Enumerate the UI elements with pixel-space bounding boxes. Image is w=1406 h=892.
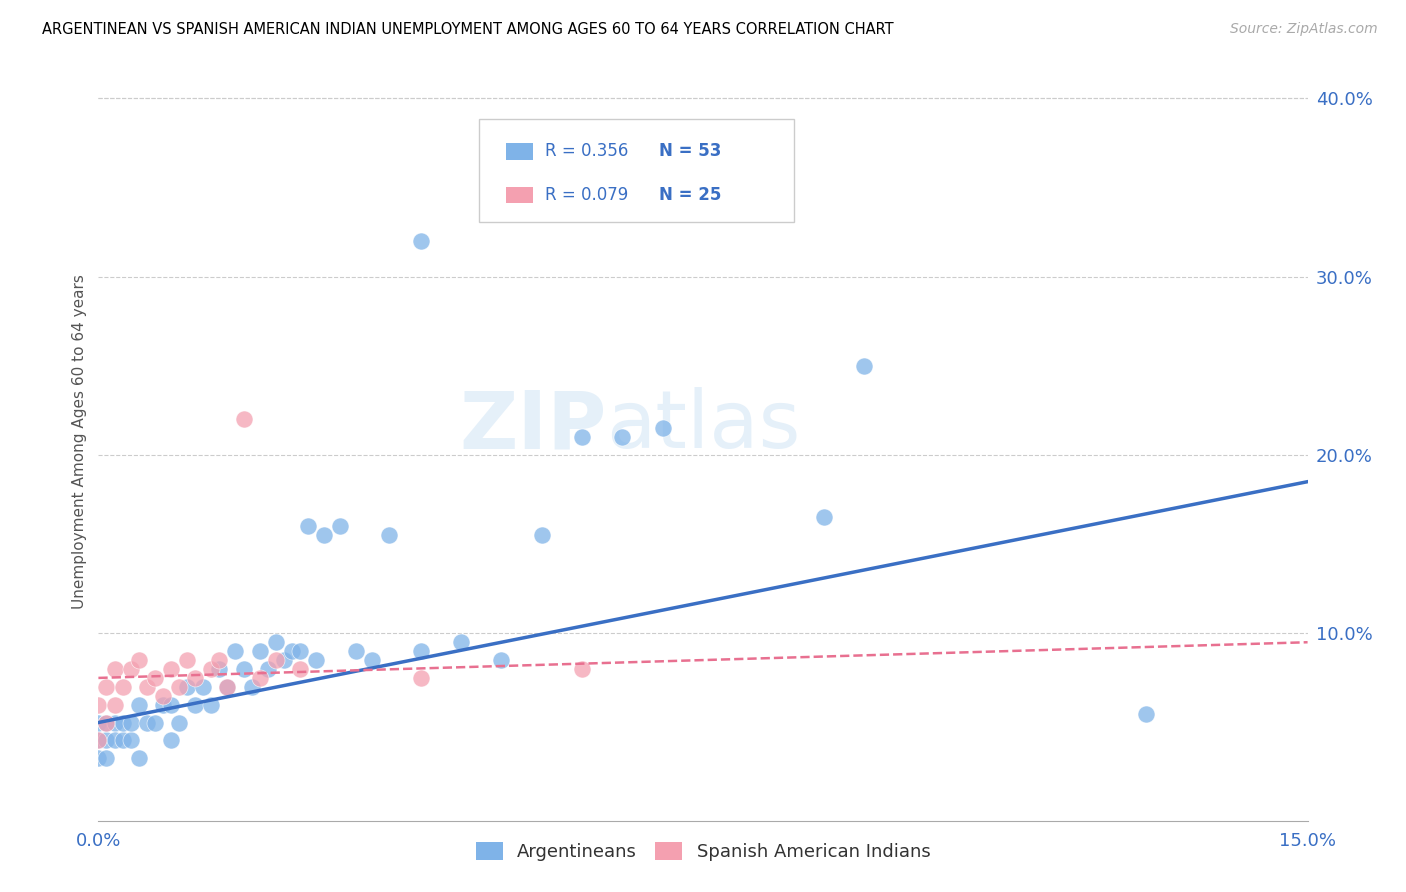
Point — [224, 644, 246, 658]
Point — [160, 733, 183, 747]
Point — [377, 528, 399, 542]
Text: Source: ZipAtlas.com: Source: ZipAtlas.com — [1230, 22, 1378, 37]
Point — [128, 751, 150, 765]
Text: R = 0.356: R = 0.356 — [544, 143, 628, 161]
Point — [409, 234, 432, 248]
Point — [96, 733, 118, 747]
Point — [184, 671, 207, 685]
Point — [217, 680, 239, 694]
Point — [135, 715, 157, 730]
Point — [217, 680, 239, 694]
Point — [256, 662, 278, 676]
Point — [135, 680, 157, 694]
Point — [491, 653, 513, 667]
Point — [111, 680, 134, 694]
Point — [96, 680, 118, 694]
Point — [103, 662, 125, 676]
Point — [813, 510, 835, 524]
Point — [120, 715, 142, 730]
Point — [87, 698, 110, 712]
Text: ARGENTINEAN VS SPANISH AMERICAN INDIAN UNEMPLOYMENT AMONG AGES 60 TO 64 YEARS CO: ARGENTINEAN VS SPANISH AMERICAN INDIAN U… — [42, 22, 894, 37]
Point — [240, 680, 263, 694]
Point — [1135, 706, 1157, 721]
Point — [297, 519, 319, 533]
Point — [853, 359, 876, 373]
Point — [152, 689, 174, 703]
Point — [160, 662, 183, 676]
Text: atlas: atlas — [606, 387, 800, 466]
Point — [450, 635, 472, 649]
Point — [128, 653, 150, 667]
FancyBboxPatch shape — [479, 120, 793, 221]
Point — [143, 671, 166, 685]
Point — [651, 421, 673, 435]
Point — [167, 680, 190, 694]
FancyBboxPatch shape — [506, 186, 533, 203]
Point — [571, 430, 593, 444]
Point — [87, 733, 110, 747]
Point — [96, 751, 118, 765]
Point — [103, 715, 125, 730]
Point — [232, 662, 254, 676]
Point — [160, 698, 183, 712]
Point — [409, 671, 432, 685]
Point — [143, 715, 166, 730]
Point — [208, 653, 231, 667]
Point — [96, 715, 118, 730]
Point — [232, 412, 254, 426]
Point — [264, 653, 287, 667]
Point — [87, 733, 110, 747]
Point — [120, 733, 142, 747]
Text: N = 25: N = 25 — [659, 186, 721, 204]
Point — [208, 662, 231, 676]
Point — [176, 680, 198, 694]
Point — [264, 635, 287, 649]
Point — [288, 662, 311, 676]
Point — [152, 698, 174, 712]
Point — [200, 698, 222, 712]
Point — [288, 644, 311, 658]
Point — [344, 644, 367, 658]
Point — [571, 662, 593, 676]
Point — [87, 715, 110, 730]
Point — [184, 698, 207, 712]
Point — [329, 519, 352, 533]
Point — [200, 662, 222, 676]
FancyBboxPatch shape — [506, 143, 533, 160]
Point — [87, 751, 110, 765]
Point — [249, 644, 271, 658]
Text: ZIP: ZIP — [458, 387, 606, 466]
Point — [409, 644, 432, 658]
Text: R = 0.079: R = 0.079 — [544, 186, 628, 204]
Point — [612, 430, 634, 444]
Point — [103, 733, 125, 747]
Point — [361, 653, 384, 667]
Point — [193, 680, 215, 694]
Point — [305, 653, 328, 667]
Point — [111, 715, 134, 730]
Legend: Argentineans, Spanish American Indians: Argentineans, Spanish American Indians — [468, 835, 938, 869]
Point — [281, 644, 304, 658]
Point — [167, 715, 190, 730]
Point — [176, 653, 198, 667]
Point — [103, 698, 125, 712]
Point — [120, 662, 142, 676]
Point — [96, 715, 118, 730]
Y-axis label: Unemployment Among Ages 60 to 64 years: Unemployment Among Ages 60 to 64 years — [72, 274, 87, 609]
Point — [128, 698, 150, 712]
Point — [249, 671, 271, 685]
Point — [273, 653, 295, 667]
Point — [530, 528, 553, 542]
Point — [111, 733, 134, 747]
Text: N = 53: N = 53 — [659, 143, 721, 161]
Point — [314, 528, 336, 542]
